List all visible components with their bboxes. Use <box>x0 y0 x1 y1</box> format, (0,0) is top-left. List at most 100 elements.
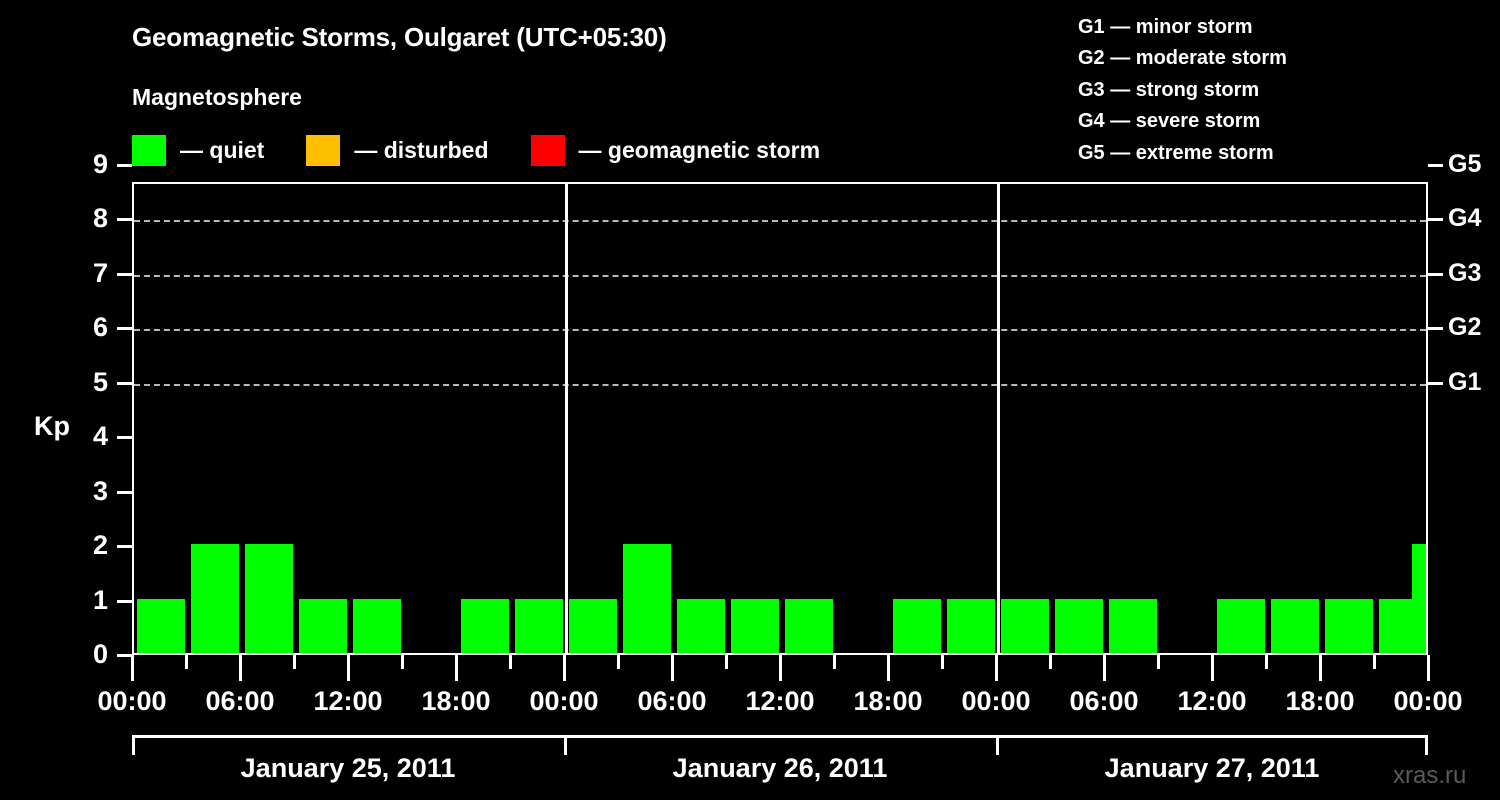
amber-square-swatch <box>306 134 341 166</box>
x-tick-19 <box>1157 655 1160 669</box>
x-tick-14 <box>887 655 890 681</box>
bar-day3-bin7 <box>1325 598 1373 653</box>
watermark: xras.ru <box>1393 762 1467 789</box>
day-label-2: January 26, 2011 <box>672 753 888 783</box>
x-tick-16 <box>995 655 998 681</box>
y-tick-label-8: 8 <box>92 203 108 233</box>
x-tick-11 <box>725 655 728 669</box>
gridline-kp-7 <box>134 274 1426 277</box>
color-legend: — quiet — disturbed — geomagnetic storm <box>132 134 862 166</box>
bar-day3-bin1 <box>1001 598 1049 653</box>
x-tick-21 <box>1265 655 1268 669</box>
g-axis-label-G4: G4 <box>1448 204 1482 232</box>
x-tick-6 <box>455 655 458 681</box>
storm-scale-line-4: G5 — extreme storm <box>1078 141 1274 164</box>
page-title: Geomagnetic Storms, Oulgaret (UTC+05:30) <box>132 22 667 52</box>
bar-day1-bin1 <box>137 598 185 653</box>
x-tick-label-11: 18:00 <box>1285 686 1355 716</box>
bar-day2-bin3 <box>677 598 725 653</box>
y-tick-label-7: 7 <box>92 257 108 288</box>
legend-label: — geomagnetic storm <box>578 136 821 163</box>
y-tick-label-3: 3 <box>92 475 108 506</box>
day-label-3: January 27, 2011 <box>1104 753 1320 783</box>
g-tick-mark-G1 <box>1428 381 1443 385</box>
gridline-kp-5 <box>134 383 1426 386</box>
x-tick-17 <box>1049 655 1052 669</box>
x-tick-9 <box>617 655 620 669</box>
x-tick-label-3: 18:00 <box>421 686 491 716</box>
y-tick-label-9: 9 <box>92 148 108 179</box>
storm-scale-line-0: G1 — minor storm <box>1078 16 1253 38</box>
x-tick-label-12: 00:00 <box>1393 686 1463 716</box>
x-tick-24 <box>1427 655 1430 681</box>
storm-scale-line-2: G3 — strong storm <box>1078 78 1260 101</box>
y-tick-label-6: 6 <box>92 312 108 342</box>
y-tick-mark-5 <box>117 381 132 385</box>
bar-day2-bin1 <box>569 598 617 653</box>
bar-day1-bin7 <box>461 598 509 653</box>
x-tick-23 <box>1373 655 1376 669</box>
x-tick-12 <box>779 655 782 681</box>
y-tick-mark-9 <box>117 163 132 167</box>
x-tick-label-2: 12:00 <box>313 686 383 716</box>
day-separator-1 <box>565 184 568 653</box>
bar-day1-bin8 <box>515 598 563 653</box>
day-separator-2 <box>997 184 1000 653</box>
y-tick-mark-7 <box>117 272 132 276</box>
g-tick-mark-G3 <box>1428 272 1443 276</box>
x-tick-label-0: 00:00 <box>97 686 167 716</box>
legend-label: — disturbed <box>354 136 489 163</box>
g-axis-label-G5: G5 <box>1448 149 1482 178</box>
x-tick-8 <box>563 655 566 681</box>
red-square-swatch <box>530 134 565 166</box>
y-tick-label-0: 0 <box>92 639 108 669</box>
y-tick-mark-2 <box>117 545 132 548</box>
bar-trailing-partial <box>1412 544 1426 653</box>
g-tick-mark-G4 <box>1428 218 1443 221</box>
bar-day1-bin5 <box>353 598 401 653</box>
bar-day3-bin6 <box>1271 598 1319 653</box>
y-tick-label-5: 5 <box>92 366 108 397</box>
x-tick-2 <box>239 655 242 681</box>
storm-scale-legend: G1 — minor storm G2 — moderate storm G3 — … <box>1078 12 1287 169</box>
green-square-swatch <box>132 134 166 166</box>
plot-area <box>132 182 1428 655</box>
chart-subtitle: Magnetosphere <box>132 84 302 110</box>
x-tick-label-4: 00:00 <box>529 686 599 716</box>
g-axis-label-G3: G3 <box>1448 258 1482 287</box>
bar-day3-bin5 <box>1217 598 1265 653</box>
day-bracket-tick-0 <box>132 735 135 755</box>
storm-scale-line-3: G4 — severe storm <box>1078 110 1261 133</box>
bar-day2-bin2 <box>623 544 671 653</box>
bar-day1-bin2 <box>191 544 239 653</box>
x-tick-18 <box>1103 655 1106 681</box>
x-tick-label-1: 06:00 <box>205 686 275 716</box>
x-tick-label-7: 18:00 <box>853 686 923 716</box>
bar-day1-bin3 <box>245 544 293 653</box>
x-tick-22 <box>1319 655 1322 681</box>
y-tick-mark-4 <box>117 436 132 439</box>
y-tick-mark-3 <box>117 490 132 494</box>
y-tick-label-1: 1 <box>92 584 108 615</box>
legend-item-2: — geomagnetic storm <box>530 134 821 166</box>
x-tick-0 <box>131 655 134 681</box>
bar-day3-bin2 <box>1055 598 1103 653</box>
x-tick-10 <box>671 655 674 681</box>
legend-item-0: — quiet <box>132 134 265 166</box>
y-tick-mark-0 <box>117 654 132 657</box>
y-axis-title: Kp <box>34 411 70 441</box>
day-label-1: January 25, 2011 <box>240 753 456 783</box>
x-tick-label-6: 12:00 <box>745 686 815 716</box>
x-tick-label-5: 06:00 <box>637 686 707 716</box>
x-tick-label-10: 12:00 <box>1177 686 1247 716</box>
x-tick-20 <box>1211 655 1214 681</box>
bar-day2-bin7 <box>893 598 941 653</box>
day-bracket-tick-3 <box>1425 735 1428 755</box>
x-tick-7 <box>509 655 512 669</box>
x-tick-13 <box>833 655 836 669</box>
storm-scale-line-1: G2 — moderate storm <box>1078 47 1287 70</box>
legend-label: — quiet <box>180 136 265 163</box>
x-tick-15 <box>941 655 944 669</box>
y-tick-label-4: 4 <box>92 421 108 451</box>
